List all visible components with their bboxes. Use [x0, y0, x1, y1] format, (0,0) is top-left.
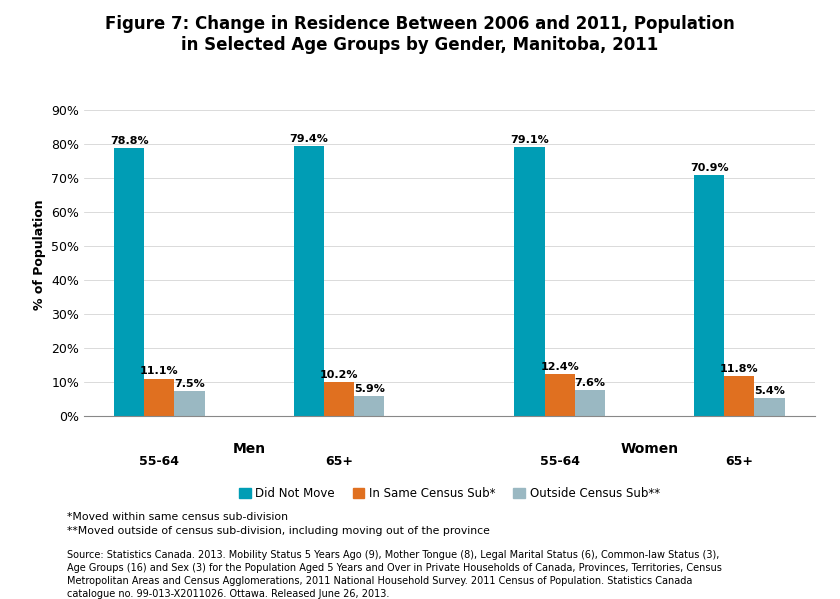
Bar — [724, 376, 754, 416]
Bar — [144, 379, 175, 416]
Text: *Moved within same census sub-division: *Moved within same census sub-division — [67, 512, 288, 522]
Text: Source: Statistics Canada. 2013. Mobility Status 5 Years Ago (9), Mother Tongue : Source: Statistics Canada. 2013. Mobilit… — [67, 550, 722, 599]
Bar — [754, 398, 785, 416]
Bar — [324, 382, 354, 416]
Bar — [114, 148, 144, 416]
Bar — [575, 391, 605, 416]
Text: **Moved outside of census sub-division, including moving out of the province: **Moved outside of census sub-division, … — [67, 526, 490, 536]
Text: 12.4%: 12.4% — [540, 362, 579, 372]
Bar — [354, 396, 385, 416]
Text: 70.9%: 70.9% — [690, 163, 728, 173]
Text: 11.1%: 11.1% — [140, 367, 179, 376]
Text: 79.1%: 79.1% — [510, 135, 549, 145]
Text: 7.5%: 7.5% — [174, 379, 205, 389]
Text: 78.8%: 78.8% — [110, 136, 149, 146]
Legend: Did Not Move, In Same Census Sub*, Outside Census Sub**: Did Not Move, In Same Census Sub*, Outsi… — [234, 482, 664, 504]
Text: 7.6%: 7.6% — [575, 379, 606, 388]
Text: 11.8%: 11.8% — [720, 364, 759, 374]
Text: Women: Women — [621, 442, 679, 456]
Text: Men: Men — [233, 442, 266, 456]
Bar — [294, 146, 324, 416]
Text: Figure 7: Change in Residence Between 2006 and 2011, Population
in Selected Age : Figure 7: Change in Residence Between 20… — [105, 15, 735, 54]
Text: 79.4%: 79.4% — [290, 134, 328, 144]
Bar — [514, 147, 544, 416]
Bar — [175, 391, 205, 416]
Text: 10.2%: 10.2% — [320, 370, 359, 380]
Text: 5.4%: 5.4% — [754, 386, 785, 396]
Y-axis label: % of Population: % of Population — [33, 199, 45, 310]
Bar — [544, 374, 575, 416]
Text: 5.9%: 5.9% — [354, 384, 385, 394]
Bar — [694, 175, 724, 416]
